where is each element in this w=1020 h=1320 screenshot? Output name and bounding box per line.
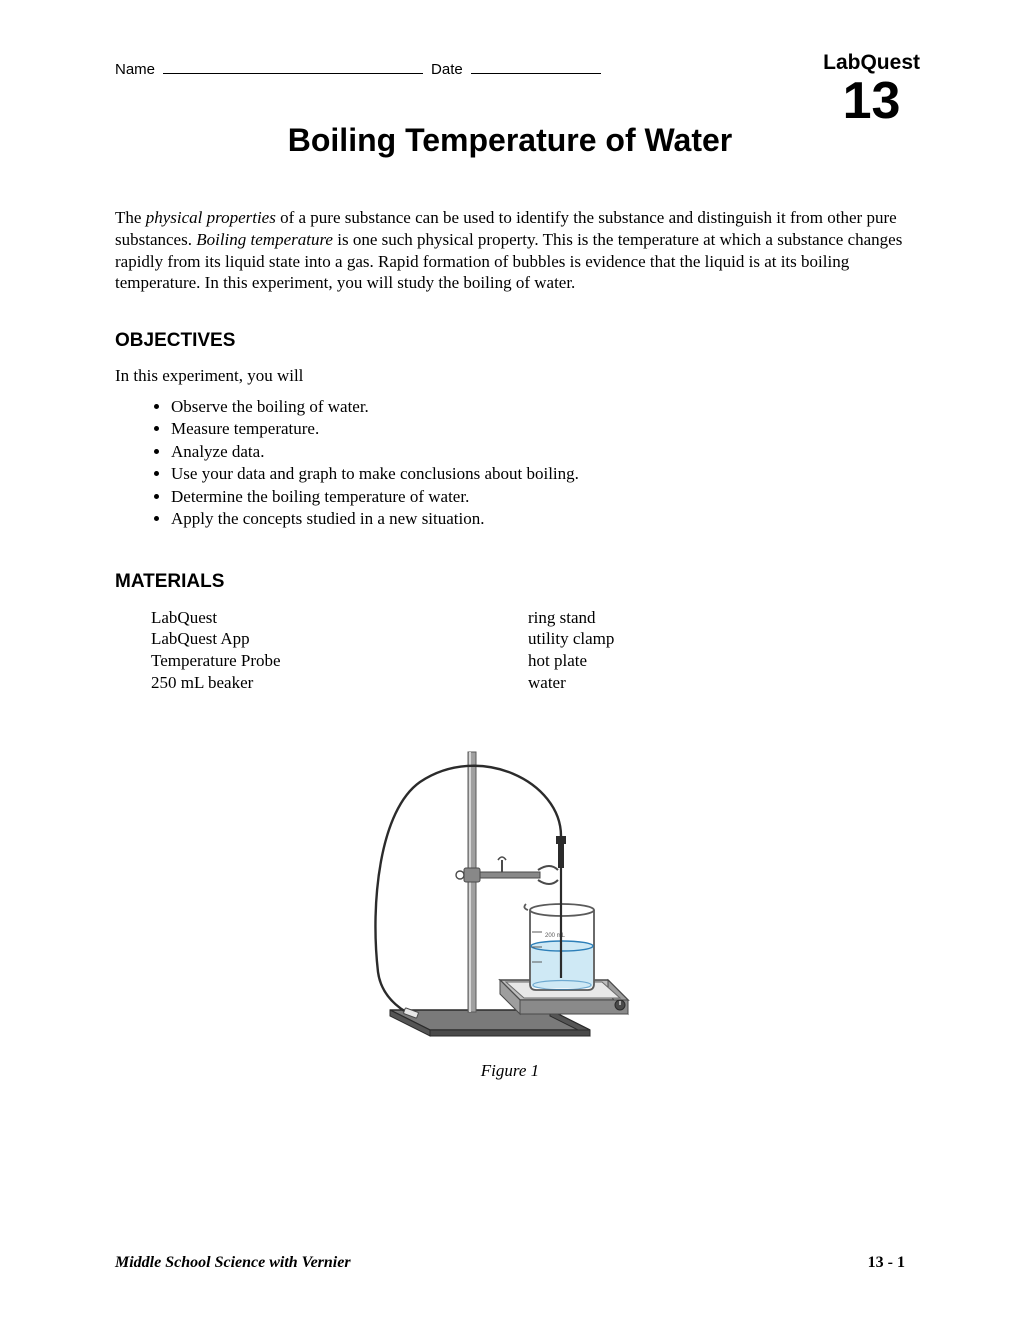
intro-paragraph: The physical properties of a pure substa… [115,207,905,294]
intro-italic-2: Boiling temperature [196,230,333,249]
list-item: Analyze data. [171,441,905,463]
page-footer: Middle School Science with Vernier 13 - … [115,1254,905,1272]
material-item: Temperature Probe [151,650,528,672]
list-item: Observe the boiling of water. [171,396,905,418]
material-item: hot plate [528,650,905,672]
figure-caption: Figure 1 [115,1061,905,1081]
date-label: Date [431,61,463,78]
labquest-badge: LabQuest 13 [823,52,920,127]
material-item: LabQuest App [151,628,528,650]
material-item: ring stand [528,607,905,629]
materials-col-2: ring stand utility clamp hot plate water [528,607,905,694]
list-item: Use your data and graph to make conclusi… [171,463,905,485]
footer-left: Middle School Science with Vernier [115,1254,351,1272]
header: Name Date [115,60,905,78]
material-item: 250 mL beaker [151,672,528,694]
objectives-lead: In this experiment, you will [115,366,905,386]
svg-text:200 mL: 200 mL [545,933,566,939]
labquest-label: LabQuest [823,52,920,73]
name-date-fields: Name Date [115,60,905,78]
material-item: water [528,672,905,694]
list-item: Measure temperature. [171,418,905,440]
name-label: Name [115,61,155,78]
footer-right: 13 - 1 [868,1254,905,1272]
objectives-list: Observe the boiling of water. Measure te… [115,396,905,531]
objectives-heading: OBJECTIVES [115,330,905,352]
apparatus-diagram: 200 mL [350,732,670,1042]
materials-col-1: LabQuest LabQuest App Temperature Probe … [151,607,528,694]
date-blank[interactable] [471,60,601,74]
name-blank[interactable] [163,60,423,74]
list-item: Determine the boiling temperature of wat… [171,486,905,508]
material-item: LabQuest [151,607,528,629]
intro-part-a: The [115,208,146,227]
figure-1: 200 mL Figure 1 [115,732,905,1081]
materials-heading: MATERIALS [115,571,905,593]
labquest-number: 13 [823,75,920,127]
page-title: Boiling Temperature of Water [115,122,905,159]
material-item: utility clamp [528,628,905,650]
intro-italic-1: physical properties [146,208,276,227]
list-item: Apply the concepts studied in a new situ… [171,508,905,530]
materials-columns: LabQuest LabQuest App Temperature Probe … [115,607,905,694]
